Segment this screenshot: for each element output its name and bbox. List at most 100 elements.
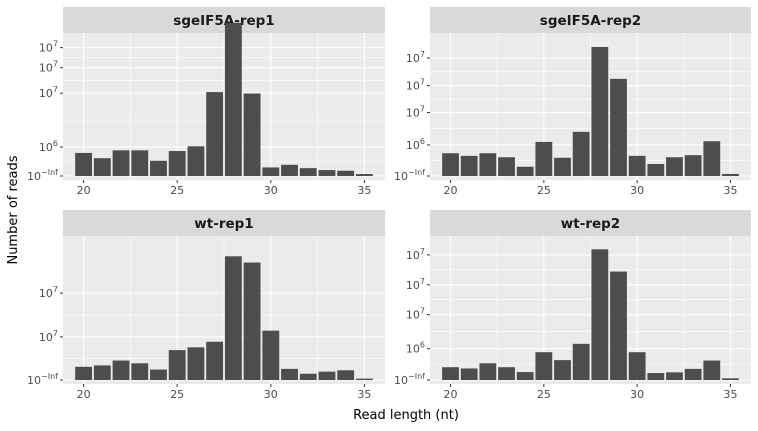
x-tick-label: 20 xyxy=(77,388,91,401)
bar-35 xyxy=(722,173,739,176)
facet-strip xyxy=(430,210,751,236)
bar-25 xyxy=(168,350,186,380)
bar-28 xyxy=(224,256,242,380)
bar-26 xyxy=(187,347,205,380)
bar-32 xyxy=(666,157,683,176)
bar-24 xyxy=(150,369,167,380)
bar-22 xyxy=(479,363,497,380)
bar-35 xyxy=(722,378,739,380)
y-tick-label: 107 xyxy=(39,85,58,100)
bar-33 xyxy=(318,170,336,176)
y-tick-label: 107 xyxy=(39,40,58,55)
x-tick-label: 20 xyxy=(444,184,458,197)
bar-24 xyxy=(516,166,534,176)
facet-wt-rep2: wt-rep2 20 25 30 35 10−Inf 106 107 107 107 xyxy=(394,210,751,401)
bar-31 xyxy=(281,164,298,176)
facet-strip xyxy=(63,210,385,236)
bar-30 xyxy=(262,167,280,176)
y-tick-label: 107 xyxy=(406,277,425,292)
x-tick-label: 20 xyxy=(444,388,458,401)
facet-strip xyxy=(63,7,385,33)
x-tick-label: 25 xyxy=(170,388,184,401)
bar-21 xyxy=(93,365,111,380)
facet-panels: sgeIF5A-rep1 20 25 30 35 10−Inf 106 107 107 107 sg… xyxy=(27,7,751,401)
facet-wt-rep1: wt-rep1 20 25 30 35 10−Inf 107 107 xyxy=(27,210,385,401)
bar-30 xyxy=(262,330,280,380)
bar-34 xyxy=(703,141,721,176)
y-tick-label: 107 xyxy=(39,285,58,300)
bar-33 xyxy=(684,368,702,380)
bar-32 xyxy=(666,372,683,380)
y-tick-label: 106 xyxy=(406,137,425,152)
bar-24 xyxy=(516,372,534,380)
bar-34 xyxy=(703,360,721,380)
y-tick-label: 106 xyxy=(406,341,425,356)
facet-title: sgeIF5A-rep1 xyxy=(173,13,274,29)
y-tick-label: 107 xyxy=(406,307,425,322)
bar-27 xyxy=(572,343,590,380)
bar-26 xyxy=(554,360,571,380)
x-tick-label: 35 xyxy=(357,388,371,401)
y-tick-label: 10−Inf xyxy=(27,372,58,387)
bar-30 xyxy=(628,352,646,380)
bar-29 xyxy=(610,78,627,176)
bar-26 xyxy=(554,157,571,176)
bar-32 xyxy=(299,373,317,380)
x-tick-label: 20 xyxy=(77,184,91,197)
bar-31 xyxy=(281,368,298,380)
bars xyxy=(442,249,739,380)
facet-title: wt-rep2 xyxy=(561,216,620,232)
bar-28 xyxy=(224,22,242,176)
bars xyxy=(75,256,373,380)
bar-32 xyxy=(299,168,317,176)
bar-31 xyxy=(647,163,665,176)
gridlines xyxy=(63,33,385,180)
bar-22 xyxy=(112,150,130,176)
bar-21 xyxy=(460,155,478,176)
x-tick-label: 25 xyxy=(537,388,551,401)
bar-23 xyxy=(131,363,149,380)
x-tick-label: 30 xyxy=(264,184,278,197)
bar-35 xyxy=(355,378,373,380)
bar-27 xyxy=(206,341,224,380)
y-tick-label: 107 xyxy=(406,78,425,93)
bar-24 xyxy=(150,160,167,176)
facet-strip xyxy=(430,7,751,33)
facet-sgeIF5A-rep2: sgeIF5A-rep2 20 25 30 35 10−Inf 106 107 107 107 xyxy=(394,7,751,197)
x-axis-title: Read length (nt) xyxy=(353,408,459,423)
bar-23 xyxy=(131,150,149,176)
facet-sgeIF5A-rep1: sgeIF5A-rep1 20 25 30 35 10−Inf 106 107 107 107 xyxy=(27,7,385,197)
y-tick-label: 107 xyxy=(406,50,425,65)
y-tick-label: 10−Inf xyxy=(27,168,58,183)
bar-20 xyxy=(75,152,93,176)
bar-20 xyxy=(75,366,93,380)
bar-31 xyxy=(647,373,665,380)
bar-29 xyxy=(243,93,261,176)
x-tick-label: 35 xyxy=(723,184,737,197)
y-tick-label: 10−Inf xyxy=(394,372,425,387)
y-tick-label: 107 xyxy=(39,329,58,344)
x-tick-label: 30 xyxy=(264,388,278,401)
x-tick-label: 35 xyxy=(723,388,737,401)
x-tick-label: 35 xyxy=(357,184,371,197)
y-tick-label: 106 xyxy=(39,139,58,154)
y-tick-label: 107 xyxy=(406,247,425,262)
bar-26 xyxy=(187,146,205,176)
x-tick-label: 25 xyxy=(537,184,551,197)
bar-25 xyxy=(535,141,553,176)
bar-29 xyxy=(243,262,261,380)
bar-20 xyxy=(442,153,459,176)
bars xyxy=(75,22,373,176)
facet-title: sgeIF5A-rep2 xyxy=(540,13,641,29)
bar-28 xyxy=(591,46,609,176)
facet-title: wt-rep1 xyxy=(194,216,253,232)
bar-34 xyxy=(337,370,355,380)
bar-28 xyxy=(591,249,609,380)
bars xyxy=(442,46,739,176)
bar-23 xyxy=(498,367,515,380)
bar-27 xyxy=(206,92,224,176)
x-tick-label: 25 xyxy=(170,184,184,197)
bar-29 xyxy=(610,271,627,380)
bar-21 xyxy=(460,368,478,380)
